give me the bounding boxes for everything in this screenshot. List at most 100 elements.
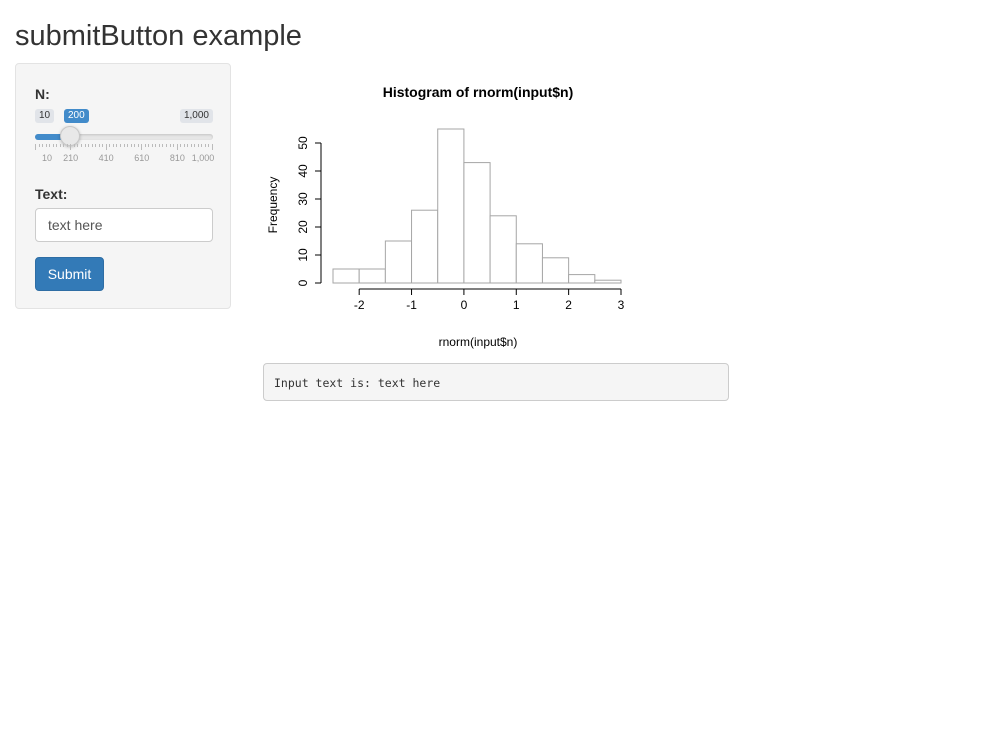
slider-tick: [180, 144, 182, 147]
slider-tick: [212, 144, 213, 150]
histogram-bar: [411, 209, 439, 284]
x-tick-label: 3: [618, 298, 625, 312]
histogram-bar: [463, 162, 491, 284]
slider-tick: [77, 144, 79, 147]
slider-tick: [105, 144, 107, 150]
slider-tick: [151, 144, 153, 147]
slider-tick: [201, 144, 203, 147]
histogram-bar: [568, 274, 596, 284]
slider-tick: [194, 144, 196, 147]
y-tick-label: 10: [296, 248, 310, 262]
slider-tick: [176, 144, 178, 150]
slider-tick: [144, 144, 146, 147]
slider-tick-label: 410: [98, 153, 114, 163]
histogram-bar: [384, 240, 413, 284]
slider-max-badge: 1,000: [179, 109, 213, 123]
y-axis-ticks: 0 10 20 30 40 50: [296, 136, 321, 286]
y-tick-label: 40: [296, 164, 310, 178]
slider-tick: [49, 144, 51, 147]
histogram-bar: [515, 243, 543, 284]
slider-tick: [208, 144, 210, 147]
y-tick-label: 0: [296, 279, 310, 286]
slider-tick: [112, 144, 114, 147]
x-tick-label: -1: [406, 298, 417, 312]
slider-value-badge: 200: [64, 109, 89, 123]
y-tick-label: 20: [296, 220, 310, 234]
output-text-box: Input text is: text here: [263, 363, 729, 401]
slider-tick: [88, 144, 90, 147]
n-label: N:: [35, 86, 50, 102]
slider-tick-label: 810: [169, 153, 185, 163]
x-tick-label: 0: [461, 298, 468, 312]
slider-tick: [63, 144, 65, 147]
histogram-bar: [332, 268, 360, 284]
slider-track[interactable]: [35, 134, 213, 140]
text-label: Text:: [35, 186, 68, 202]
slider-tick: [116, 144, 118, 147]
slider-tick: [102, 144, 104, 147]
slider-tick: [84, 144, 86, 147]
slider-tick: [70, 144, 72, 150]
x-axis-label: rnorm(input$n): [439, 335, 518, 349]
slider-tick: [190, 144, 192, 147]
slider-tick: [158, 144, 160, 147]
slider-tick: [42, 144, 44, 147]
submit-button[interactable]: Submit: [35, 257, 104, 291]
slider-tick: [59, 144, 61, 147]
slider-tick: [35, 144, 36, 150]
x-tick-label: -2: [354, 298, 365, 312]
slider-tick: [141, 144, 143, 150]
y-tick-label: 30: [296, 192, 310, 206]
histogram-bar: [594, 279, 622, 284]
slider-tick: [204, 144, 206, 147]
histogram-plot: Histogram of rnorm(input$n) -2 -1 0 1 2 3 0 10…: [266, 84, 625, 349]
x-tick-label: 2: [565, 298, 572, 312]
slider-tick: [183, 144, 185, 147]
x-axis-ticks: -2 -1 0 1 2 3: [354, 289, 625, 312]
y-axis-label: Frequency: [266, 177, 280, 234]
slider-tick: [109, 144, 111, 147]
slider-tick: [98, 144, 100, 147]
slider-tick: [73, 144, 75, 147]
slider-handle[interactable]: [60, 126, 81, 146]
y-tick-label: 50: [296, 136, 310, 150]
page-title: submitButton example: [15, 20, 302, 52]
slider-min-badge: 10: [35, 109, 55, 123]
slider-ticks: [35, 144, 213, 154]
histogram-bar: [489, 215, 517, 284]
slider-tick: [165, 144, 167, 147]
slider-fill: [35, 134, 70, 140]
slider-tick: [197, 144, 199, 147]
histogram-bar: [358, 268, 386, 284]
slider-tick: [91, 144, 93, 147]
slider-tick-label: 610: [134, 153, 150, 163]
slider-tick: [38, 144, 40, 147]
slider-tick-label: 1,000: [191, 153, 215, 163]
slider-tick: [162, 144, 164, 147]
histogram-bar: [437, 128, 465, 284]
slider-tick: [66, 144, 68, 147]
slider-tick: [95, 144, 97, 147]
slider-tick: [187, 144, 189, 147]
x-tick-label: 1: [513, 298, 520, 312]
slider-tick: [52, 144, 54, 147]
histogram-bars: [332, 128, 622, 284]
slider-tick: [137, 144, 139, 147]
slider-tick: [56, 144, 58, 147]
slider-tick: [173, 144, 175, 147]
slider-tick: [130, 144, 132, 147]
text-input[interactable]: [35, 208, 213, 242]
slider-tick: [123, 144, 125, 147]
chart-title: Histogram of rnorm(input$n): [383, 84, 574, 100]
slider-tick: [169, 144, 171, 147]
slider-tick: [127, 144, 129, 147]
slider-tick-label: 210: [63, 153, 79, 163]
slider-tick: [155, 144, 157, 147]
slider-tick: [148, 144, 150, 147]
slider-tick: [134, 144, 136, 147]
histogram-bar: [541, 257, 570, 284]
slider-tick: [45, 144, 47, 147]
slider-tick: [81, 144, 83, 147]
